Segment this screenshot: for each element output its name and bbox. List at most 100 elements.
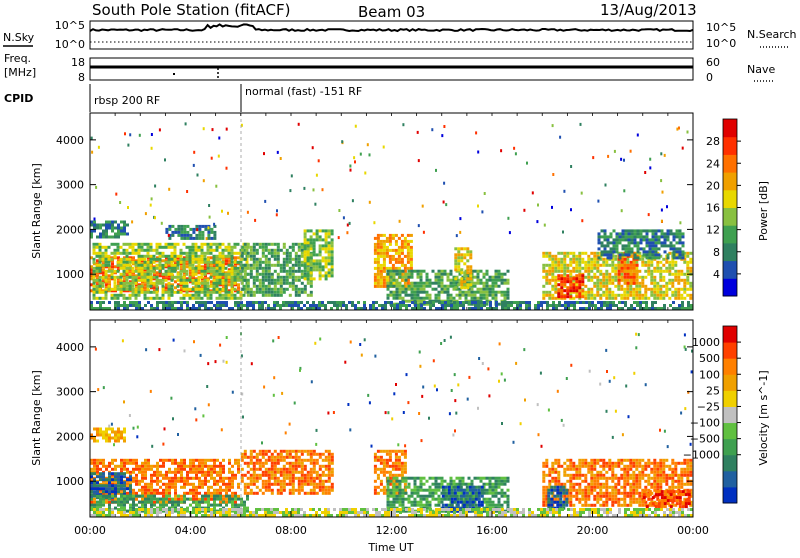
power-cell: [575, 289, 578, 292]
power-cell: [259, 246, 262, 249]
power-cell: [687, 304, 690, 307]
velocity-cell: [168, 480, 171, 483]
power-cell: [310, 241, 313, 244]
power-cell: [268, 276, 271, 279]
power-cell: [651, 301, 654, 304]
power-cell: [636, 279, 639, 282]
velocity-cell: [174, 492, 177, 495]
power-cell: [668, 282, 671, 285]
power-cell: [450, 273, 453, 276]
power-cell: [198, 304, 201, 307]
power-cell: [105, 273, 108, 276]
power-cell: [610, 250, 613, 253]
power-cell: [186, 252, 189, 255]
power-cell: [662, 270, 665, 273]
power-cell: [216, 255, 219, 258]
power-cell: [186, 288, 189, 291]
power-cell: [129, 282, 132, 285]
power-cell: [462, 304, 465, 307]
power-cell: [689, 288, 692, 291]
power-cell: [141, 258, 144, 261]
power-cell: [633, 276, 636, 279]
power-cell: [596, 276, 599, 279]
power-cell: [111, 243, 114, 246]
power-cell: [635, 297, 638, 300]
velocity-cell: [120, 507, 123, 510]
power-cell: [289, 294, 292, 297]
power-cell: [325, 265, 328, 268]
power-cell: [144, 261, 147, 264]
power-cell: [460, 247, 463, 250]
power-cell: [216, 282, 219, 285]
velocity-cell: [231, 501, 234, 504]
velocity-cell: [180, 474, 183, 477]
power-cell: [273, 301, 276, 304]
velocity-cell: [304, 450, 307, 453]
power-cell: [210, 297, 213, 300]
velocity-cell: [243, 504, 246, 507]
power-cell: [689, 282, 692, 285]
velocity-cell: [271, 465, 274, 468]
velocity-cell: [219, 480, 222, 483]
power-cell: [596, 285, 599, 288]
power-speckle: [254, 219, 256, 222]
power-cell: [619, 241, 622, 244]
velocity-cell: [159, 501, 162, 504]
velocity-cell: [222, 480, 225, 483]
velocity-cell: [165, 492, 168, 495]
power-cell: [177, 291, 180, 294]
power-cell: [282, 304, 285, 307]
power-cell: [640, 241, 643, 244]
power-cell: [633, 301, 636, 304]
velocity-cell: [192, 462, 195, 465]
power-cell: [228, 291, 231, 294]
power-cell: [563, 270, 566, 273]
power-cell: [144, 267, 147, 270]
power-cell: [386, 249, 389, 252]
velocity-cell: [244, 483, 247, 486]
velocity-cell: [222, 468, 225, 471]
power-cell: [207, 231, 210, 234]
power-cell: [396, 282, 399, 285]
velocity-cell: [216, 483, 219, 486]
velocity-cell: [256, 462, 259, 465]
power-cell: [132, 256, 135, 259]
power-cell: [626, 297, 629, 300]
velocity-cell: [156, 468, 159, 471]
power-cell: [150, 267, 153, 270]
power-speckle: [154, 216, 156, 219]
velocity-cell: [189, 468, 192, 471]
power-speckle: [316, 174, 318, 177]
power-cell: [207, 246, 210, 249]
power-cell: [480, 288, 483, 291]
velocity-cell: [316, 492, 319, 495]
velocity-cell: [144, 471, 147, 474]
power-cell: [144, 249, 147, 252]
velocity-cell: [165, 501, 168, 504]
power-cell: [578, 261, 581, 264]
power-cell: [398, 267, 401, 270]
power-cell: [611, 264, 614, 267]
power-cell: [626, 279, 629, 282]
power-cell: [623, 291, 626, 294]
velocity-cell: [265, 450, 268, 453]
power-cell: [604, 247, 607, 250]
power-cell: [462, 294, 465, 297]
velocity-cell: [310, 459, 313, 462]
power-cell: [192, 279, 195, 282]
power-cell: [331, 250, 334, 253]
power-cell: [557, 261, 560, 264]
power-cell: [207, 261, 210, 264]
velocity-cell: [228, 495, 231, 498]
power-cell: [566, 280, 569, 283]
power-cell: [114, 285, 117, 288]
power-cell: [222, 249, 225, 252]
power-cell: [507, 301, 510, 304]
power-speckle: [354, 160, 356, 163]
power-cell: [447, 279, 450, 282]
power-cell: [150, 276, 153, 279]
power-cell: [246, 304, 249, 307]
power-cell: [310, 271, 313, 274]
velocity-cell: [331, 471, 334, 474]
power-cell: [328, 247, 331, 250]
